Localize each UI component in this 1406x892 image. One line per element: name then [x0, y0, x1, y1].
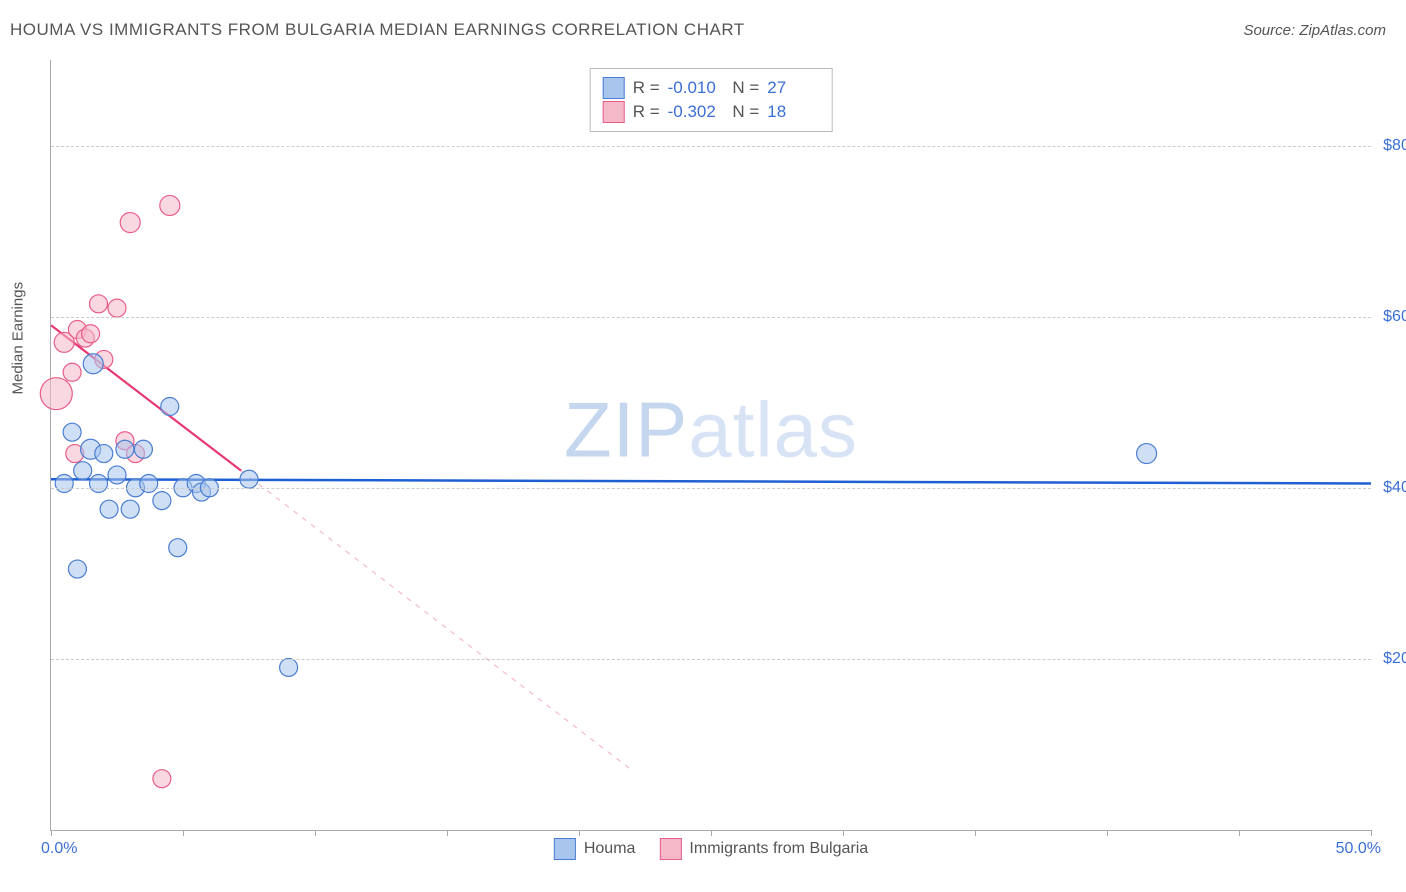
x-tick	[579, 830, 580, 836]
point-houma	[68, 560, 86, 578]
point-bulgaria	[108, 299, 126, 317]
x-tick	[183, 830, 184, 836]
x-tick	[447, 830, 448, 836]
stats-box: R = -0.010 N = 27 R = -0.302 N = 18	[590, 68, 833, 132]
point-bulgaria	[40, 378, 72, 410]
trend-line	[241, 471, 632, 770]
point-houma	[169, 539, 187, 557]
gridline-h	[51, 659, 1371, 660]
x-tick	[975, 830, 976, 836]
x-tick	[1371, 830, 1372, 836]
point-bulgaria	[90, 295, 108, 313]
point-houma	[134, 440, 152, 458]
legend-bottom: Houma Immigrants from Bulgaria	[554, 838, 868, 860]
x-tick	[1239, 830, 1240, 836]
n-label-2: N =	[728, 102, 760, 122]
point-houma	[100, 500, 118, 518]
legend-swatch-houma	[554, 838, 576, 860]
r-value-bulgaria: -0.302	[668, 102, 720, 122]
point-houma	[280, 658, 298, 676]
legend-label-houma: Houma	[584, 840, 636, 858]
scatter-svg	[51, 60, 1371, 830]
point-houma	[116, 440, 134, 458]
y-axis-label: Median Earnings	[10, 282, 27, 395]
x-tick	[711, 830, 712, 836]
swatch-houma	[603, 77, 625, 99]
swatch-bulgaria	[603, 101, 625, 123]
legend-label-bulgaria: Immigrants from Bulgaria	[689, 840, 868, 858]
n-value-bulgaria: 18	[767, 102, 819, 122]
gridline-h	[51, 317, 1371, 318]
chart-container: HOUMA VS IMMIGRANTS FROM BULGARIA MEDIAN…	[0, 0, 1406, 892]
x-tick	[51, 830, 52, 836]
x-tick	[1107, 830, 1108, 836]
point-bulgaria	[63, 363, 81, 381]
x-tick	[315, 830, 316, 836]
y-tick-label: $60,000	[1376, 308, 1406, 326]
point-bulgaria	[82, 325, 100, 343]
r-label: R =	[633, 78, 660, 98]
y-tick-label: $40,000	[1376, 479, 1406, 497]
gridline-h	[51, 488, 1371, 489]
point-houma	[95, 445, 113, 463]
point-houma	[240, 470, 258, 488]
title-row: HOUMA VS IMMIGRANTS FROM BULGARIA MEDIAN…	[10, 20, 1386, 40]
point-houma	[74, 462, 92, 480]
point-houma	[55, 475, 73, 493]
stats-row-bulgaria: R = -0.302 N = 18	[603, 101, 820, 123]
point-houma	[108, 466, 126, 484]
point-houma	[140, 475, 158, 493]
point-bulgaria	[120, 213, 140, 233]
legend-item-houma: Houma	[554, 838, 636, 860]
n-label: N =	[728, 78, 760, 98]
point-houma	[121, 500, 139, 518]
point-houma	[1137, 444, 1157, 464]
chart-title: HOUMA VS IMMIGRANTS FROM BULGARIA MEDIAN…	[10, 20, 745, 40]
point-houma	[83, 354, 103, 374]
point-houma	[153, 492, 171, 510]
x-min-label: 0.0%	[41, 840, 77, 858]
point-houma	[90, 475, 108, 493]
point-bulgaria	[160, 195, 180, 215]
legend-item-bulgaria: Immigrants from Bulgaria	[659, 838, 868, 860]
y-tick-label: $80,000	[1376, 137, 1406, 155]
point-bulgaria	[153, 770, 171, 788]
point-houma	[63, 423, 81, 441]
x-max-label: 50.0%	[1336, 840, 1381, 858]
gridline-h	[51, 146, 1371, 147]
stats-row-houma: R = -0.010 N = 27	[603, 77, 820, 99]
n-value-houma: 27	[767, 78, 819, 98]
x-tick	[843, 830, 844, 836]
y-tick-label: $20,000	[1376, 650, 1406, 668]
point-houma	[161, 398, 179, 416]
legend-swatch-bulgaria	[659, 838, 681, 860]
plot-area: ZIPatlas R = -0.010 N = 27 R = -0.302 N …	[50, 60, 1371, 831]
r-value-houma: -0.010	[668, 78, 720, 98]
source-label: Source: ZipAtlas.com	[1243, 22, 1386, 39]
r-label-2: R =	[633, 102, 660, 122]
